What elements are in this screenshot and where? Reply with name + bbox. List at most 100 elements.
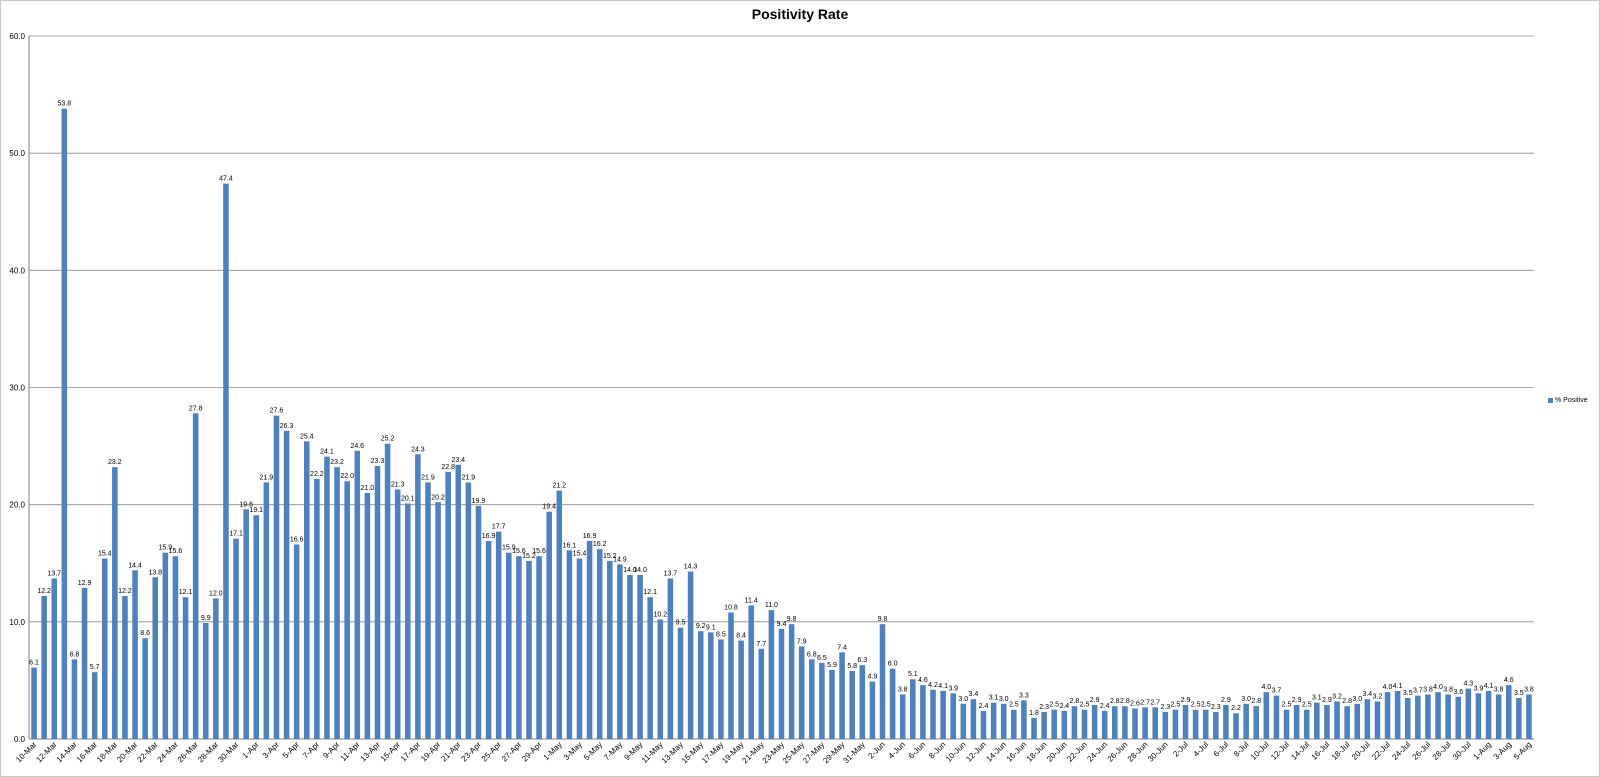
data-label: 3.5 [1514,690,1524,697]
x-tick-label: 12-Jul [1269,740,1291,762]
x-tick-label: 30-Jun [1146,740,1170,764]
x-tick-label: 21-Apr [439,740,463,764]
data-label: 2.8 [1070,698,1080,705]
data-label: 2.5 [1009,702,1019,709]
bar [1303,709,1310,739]
bar [303,441,310,739]
data-label: 2.4 [1100,703,1110,710]
data-label: 7.9 [797,638,807,645]
bar [526,560,532,739]
data-label: 15.6 [169,548,183,555]
data-label: 2.7 [1140,699,1150,706]
bar [374,466,381,739]
data-label: 3.7 [1272,688,1282,695]
data-label: 3.8 [1494,686,1504,693]
bar [1243,703,1249,739]
bar [1314,702,1320,739]
bar [950,693,956,739]
bar [1324,705,1330,739]
bar [1213,712,1219,739]
x-tick-label: 22-Jun [1065,740,1089,764]
bar [162,552,169,739]
data-label: 9.1 [706,624,716,631]
bar [768,610,775,739]
data-label: 15.9 [159,545,173,552]
bar [475,505,482,739]
bar [1041,712,1047,739]
bar [1223,705,1229,739]
x-tick-label: 1-Apr [240,740,260,760]
data-label: 9.9 [201,615,211,622]
x-tick-label: 26-Jul [1411,740,1433,762]
data-label: 16.9 [583,533,597,540]
data-label: 21.3 [391,481,405,488]
data-label: 1.8 [1029,710,1039,717]
bar [788,624,795,739]
bar [960,703,967,739]
x-tick-label: 14-Jul [1289,740,1311,762]
y-tick-label: 20.0 [9,501,25,510]
data-label: 2.3 [1211,704,1221,711]
data-label: 5.8 [847,663,857,670]
data-label: 4.6 [1504,677,1514,684]
bar [970,699,977,739]
bar [1011,709,1017,739]
bar [1475,693,1482,739]
data-label: 12.2 [118,588,132,595]
x-tick-label: 3-Aug [1492,740,1513,761]
bar [516,556,522,739]
bar [1425,694,1431,739]
data-label: 19.9 [472,498,486,505]
bar [1273,695,1280,739]
data-label: 2.8 [1110,698,1120,705]
x-tick-label: 20-Jul [1350,740,1372,762]
data-label: 9.4 [777,621,787,628]
data-label: 23.2 [330,459,344,466]
data-label: 4.1 [1484,683,1494,690]
bar [41,596,47,739]
chart-title: Positivity Rate [751,6,849,22]
x-tick-label: 18-Mar [95,740,120,765]
x-tick-label: 12-Jun [964,740,988,764]
bar [91,672,98,739]
bar [122,596,128,739]
data-label: 14.9 [613,556,627,563]
data-label: 2.3 [1039,704,1049,711]
bar [536,556,542,739]
data-label: 3.8 [1443,686,1453,693]
data-label: 3.4 [1362,691,1372,698]
data-label: 19.4 [542,504,556,511]
x-tick-label: 14-Jun [984,740,1008,764]
data-label: 15.2 [522,553,536,560]
bar [1334,701,1340,739]
bar [404,503,411,739]
bar [1192,709,1199,739]
bar [1253,706,1260,739]
data-label: 6.8 [807,651,817,658]
data-label: 4.1 [938,683,948,690]
bar [334,467,340,739]
bar [1526,694,1532,739]
bar [1202,709,1209,739]
data-label: 10.2 [653,611,667,618]
data-label: 12.1 [179,589,193,596]
bar [627,574,633,739]
x-tick-label: 1-Aug [1471,740,1492,761]
data-label: 2.8 [1120,698,1130,705]
bar [708,632,714,739]
data-label: 14.3 [684,563,698,570]
data-label: 15.6 [512,548,526,555]
data-label: 2.8 [1342,698,1352,705]
bar [506,552,512,739]
x-tick-label: 7-Apr [301,740,321,760]
bar [1344,706,1350,739]
bar [172,556,179,739]
data-label: 16.1 [563,542,577,549]
x-tick-label: 15-Apr [379,740,403,764]
data-label: 2.2 [1231,705,1241,712]
bar [920,685,926,739]
x-tick-label: 8-Jul [1232,740,1251,759]
bar [101,558,108,739]
data-label: 3.0 [999,696,1009,703]
bar [798,646,805,739]
